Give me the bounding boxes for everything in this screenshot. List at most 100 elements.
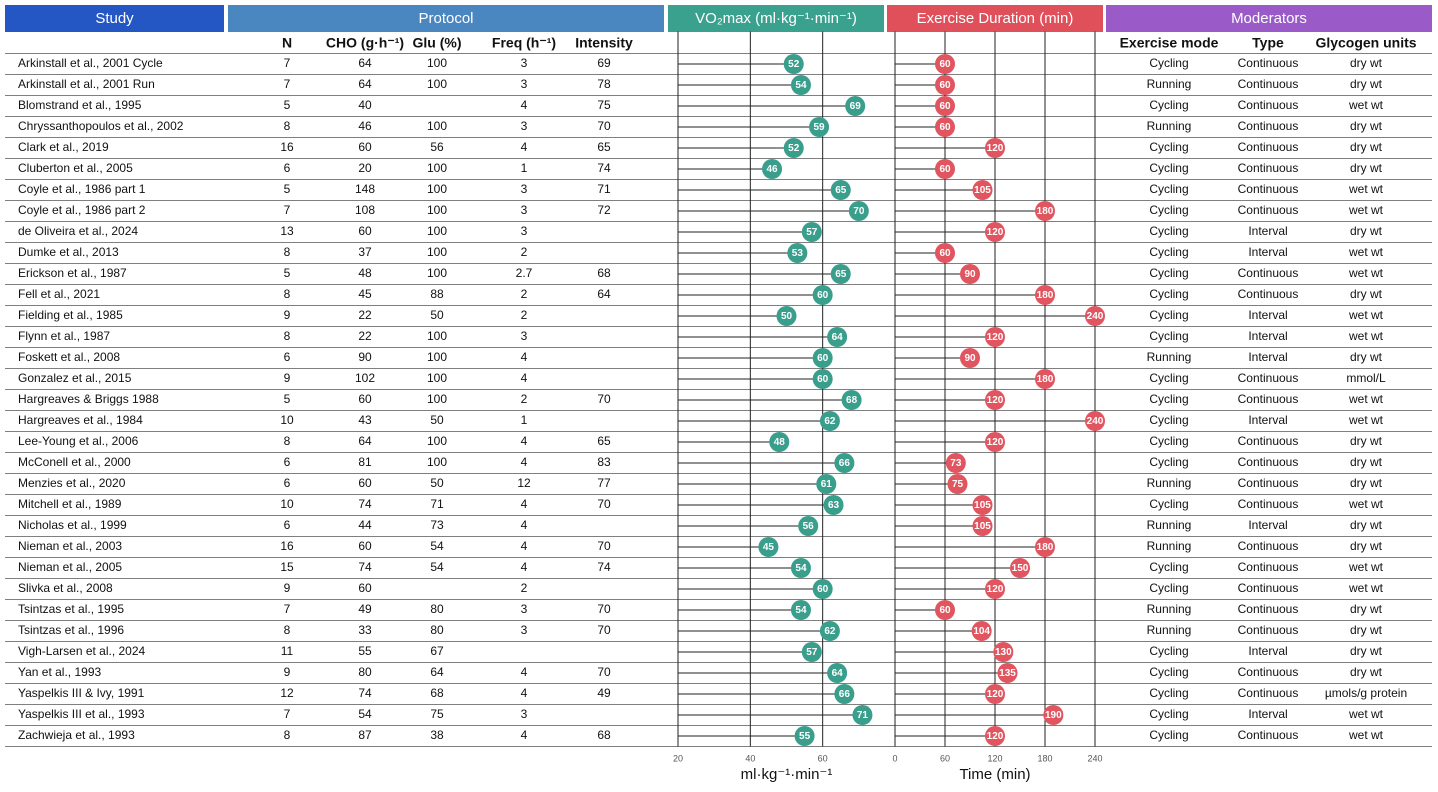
point-label: 135	[999, 668, 1016, 679]
cell: 70	[597, 602, 611, 616]
cell: wet wt	[1348, 497, 1384, 511]
cell: 7	[284, 56, 291, 70]
cell: 70	[597, 665, 611, 679]
cell: Yaspelkis III & Ivy, 1991	[18, 686, 145, 700]
point-label: 55	[799, 731, 811, 742]
point-label: 52	[788, 143, 800, 154]
point-label: 59	[813, 122, 825, 133]
cell: 7	[284, 707, 291, 721]
point-label: 104	[973, 626, 990, 637]
cell: Continuous	[1238, 98, 1299, 112]
cell: Blomstrand et al., 1995	[18, 98, 142, 112]
group-header	[5, 5, 224, 32]
point	[985, 327, 1005, 347]
cell: 8	[284, 623, 291, 637]
cell: 7	[284, 77, 291, 91]
cell: dry wt	[1350, 518, 1383, 532]
cell: Nieman et al., 2005	[18, 560, 122, 574]
point	[762, 159, 783, 179]
cell: Cycling	[1149, 371, 1188, 385]
cell: 100	[427, 371, 447, 385]
cell: wet wt	[1348, 728, 1384, 742]
cell: 60	[358, 539, 372, 553]
point	[819, 621, 840, 641]
cell: 74	[358, 686, 372, 700]
point-label: 120	[987, 584, 1004, 595]
cell: Running	[1147, 119, 1192, 133]
point-label: 64	[832, 332, 844, 343]
cell: 6	[284, 476, 291, 490]
cell: 13	[280, 224, 294, 238]
cell: 4	[521, 455, 528, 469]
point	[985, 726, 1005, 746]
cell: 8	[284, 728, 291, 742]
point	[993, 642, 1014, 662]
cell: Fielding et al., 1985	[18, 308, 123, 322]
cell: 3	[521, 623, 528, 637]
cell: 88	[430, 287, 444, 301]
point-label: 60	[939, 605, 951, 616]
x-tick-label: 60	[940, 753, 950, 763]
cell: 100	[427, 266, 447, 280]
point	[1035, 201, 1055, 221]
cell: dry wt	[1350, 602, 1383, 616]
column-header: Intensity	[575, 35, 633, 51]
point-label: 70	[853, 206, 865, 217]
point-label: 120	[987, 731, 1004, 742]
x-tick-label: 120	[987, 753, 1002, 763]
point	[935, 117, 955, 137]
cell: 74	[358, 560, 372, 574]
point	[935, 75, 955, 95]
point-label: 180	[1037, 290, 1054, 301]
cell: Continuous	[1238, 182, 1299, 196]
cell: Interval	[1248, 413, 1287, 427]
point-label: 105	[974, 500, 991, 511]
point	[935, 159, 955, 179]
point	[960, 348, 980, 368]
cell: Interval	[1248, 308, 1287, 322]
cell: wet wt	[1348, 98, 1384, 112]
point-label: 68	[846, 395, 858, 406]
cell: 54	[430, 539, 444, 553]
cell: wet wt	[1348, 560, 1384, 574]
cell: 3	[521, 602, 528, 616]
cell: 3	[521, 119, 528, 133]
cell: 3	[521, 77, 528, 91]
point-label: 60	[817, 353, 829, 364]
cell: 3	[521, 707, 528, 721]
cell: Continuous	[1238, 434, 1299, 448]
point-label: 60	[817, 584, 829, 595]
point-label: 64	[832, 668, 844, 679]
point-label: 60	[817, 290, 829, 301]
point	[935, 600, 955, 620]
point	[801, 222, 822, 242]
cell: 2	[521, 392, 528, 406]
point-label: 56	[803, 521, 815, 532]
point-label: 120	[987, 689, 1004, 700]
cell: Interval	[1248, 245, 1287, 259]
cell: 74	[597, 161, 611, 175]
cell: 2	[521, 287, 528, 301]
cell: Cycling	[1149, 392, 1188, 406]
point-label: 61	[821, 479, 833, 490]
cell: 9	[284, 308, 291, 322]
point	[960, 264, 980, 284]
cell: Cycling	[1149, 224, 1188, 238]
group-title: Exercise Duration (min)	[917, 10, 1074, 27]
cell: dry wt	[1350, 539, 1383, 553]
cell: 75	[597, 98, 611, 112]
cell: 4	[521, 518, 528, 532]
cell: 100	[427, 350, 447, 364]
point-label: 60	[939, 164, 951, 175]
point	[830, 264, 851, 284]
cell: 10	[280, 413, 294, 427]
cell: Continuous	[1238, 77, 1299, 91]
cell: Continuous	[1238, 140, 1299, 154]
cell: 74	[597, 560, 611, 574]
cell: Dumke et al., 2013	[18, 245, 119, 259]
cell: 100	[427, 245, 447, 259]
cell: wet wt	[1348, 413, 1384, 427]
cell: Interval	[1248, 518, 1287, 532]
point-label: 48	[774, 437, 786, 448]
cell: 70	[597, 623, 611, 637]
